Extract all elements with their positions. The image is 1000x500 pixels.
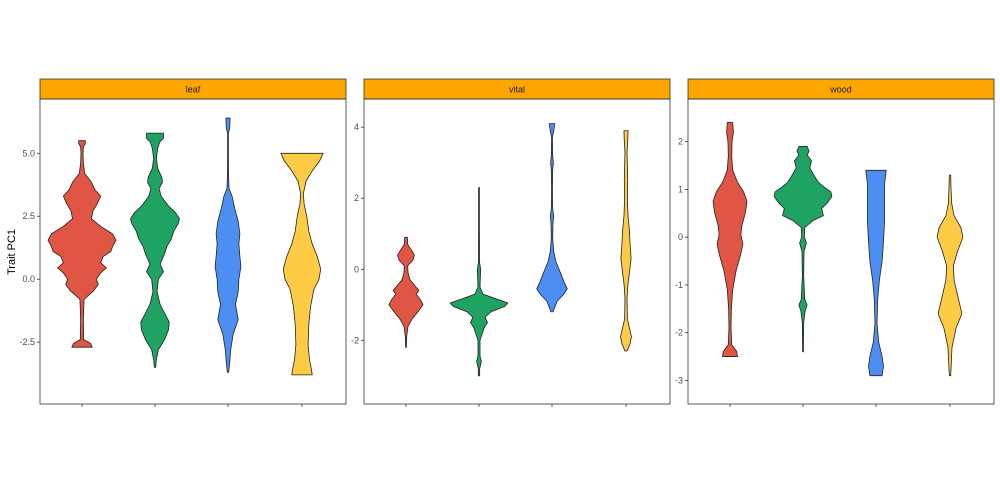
y-tick-label: 5.0 bbox=[22, 148, 35, 158]
y-tick-label: 0 bbox=[354, 264, 359, 274]
facet-label: leaf bbox=[186, 85, 201, 95]
y-tick-label: 1 bbox=[678, 184, 683, 194]
panel-leaf: leaf -2.5 0.0 2.5 5.0 bbox=[19, 78, 347, 407]
y-tick-label: -3 bbox=[675, 375, 683, 385]
facet-label: vital bbox=[509, 85, 525, 95]
y-tick-label: 0.0 bbox=[22, 274, 35, 284]
panel-wood: wood -3 -2 -1 0 1 2 bbox=[675, 78, 995, 407]
violin-wood-group-1 bbox=[712, 122, 748, 357]
violin-wood-group-4 bbox=[936, 174, 964, 377]
y-tick-label: -1 bbox=[675, 280, 683, 290]
violin-leaf-group-1 bbox=[47, 140, 117, 348]
violin-vital-group-4 bbox=[620, 130, 632, 352]
violin-wood-group-3 bbox=[865, 169, 887, 377]
violin-leaf-group-3 bbox=[214, 117, 242, 373]
violin-leaf-group-2 bbox=[130, 132, 180, 368]
violin-vital-group-3 bbox=[536, 123, 568, 313]
y-tick-label: 0 bbox=[678, 232, 683, 242]
y-tick-label: -2 bbox=[351, 335, 359, 345]
panel-vital: vital -2 0 2 4 bbox=[351, 78, 671, 407]
y-axis-title: Trait PC1 bbox=[6, 229, 18, 275]
y-tick-label: 2 bbox=[354, 193, 359, 203]
panel-border bbox=[687, 98, 995, 405]
facet-label: wood bbox=[829, 85, 852, 95]
panel-border bbox=[39, 98, 347, 405]
y-tick-label: -2 bbox=[675, 328, 683, 338]
violin-vital-group-2 bbox=[449, 187, 509, 377]
y-tick-label: 2.5 bbox=[22, 211, 35, 221]
violin-wood-group-2 bbox=[773, 146, 833, 353]
y-tick-label: -2.5 bbox=[19, 337, 35, 347]
y-tick-label: 2 bbox=[678, 137, 683, 147]
facet-panels: leaf -2.5 0.0 2.5 5.0 vital -2 0 2 4 wood -3 -2 -1 0 1 2 bbox=[19, 78, 995, 407]
panel-border bbox=[363, 98, 671, 405]
violin-vital-group-1 bbox=[388, 236, 424, 348]
y-tick-label: 4 bbox=[354, 122, 359, 132]
violin-leaf-group-4 bbox=[280, 152, 324, 376]
